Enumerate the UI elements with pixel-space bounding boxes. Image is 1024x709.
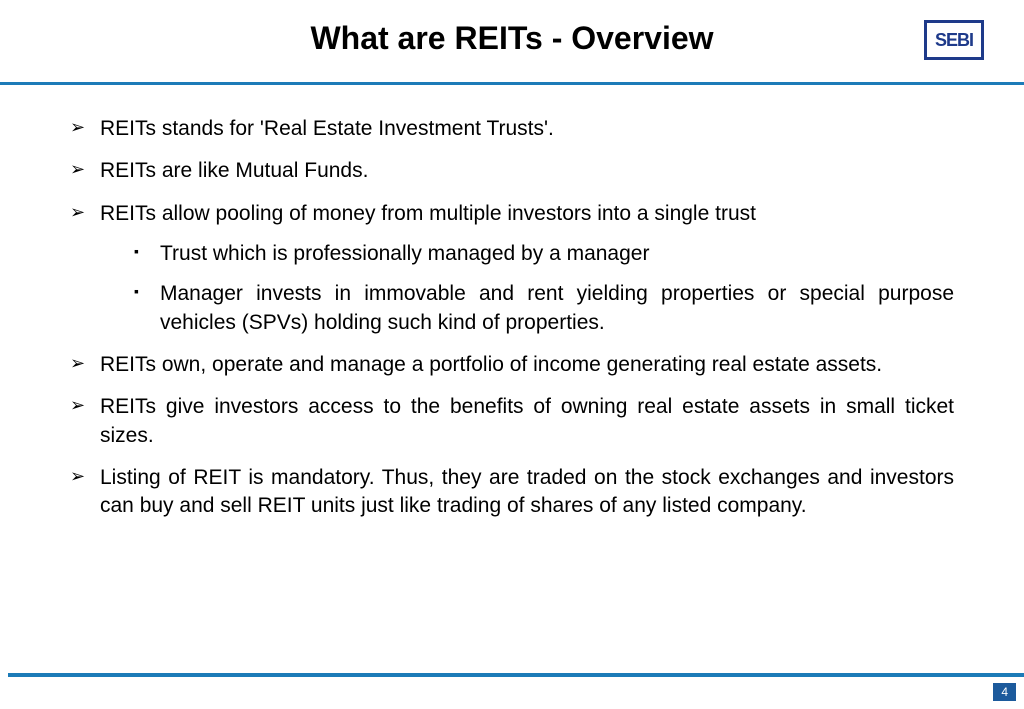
bullet-item: REITs allow pooling of money from multip… (70, 200, 954, 337)
sebi-logo: SEBI (924, 20, 984, 60)
logo-text: SEBI (935, 30, 973, 51)
bullet-text: Listing of REIT is mandatory. Thus, they… (100, 466, 954, 517)
slide-header: What are REITs - Overview SEBI (0, 0, 1024, 67)
bullet-item: REITs are like Mutual Funds. (70, 157, 954, 185)
bullet-text: REITs give investors access to the benef… (100, 395, 954, 446)
footer-divider (8, 673, 1024, 677)
sub-bullet-text: Manager invests in immovable and rent yi… (160, 282, 954, 333)
bullet-item: REITs own, operate and manage a portfoli… (70, 351, 954, 379)
slide-content: REITs stands for 'Real Estate Investment… (0, 85, 1024, 555)
page-number: 4 (993, 683, 1016, 701)
sub-bullet-item: Manager invests in immovable and rent yi… (100, 280, 954, 337)
bullet-text: REITs own, operate and manage a portfoli… (100, 353, 882, 376)
bullet-text: REITs stands for 'Real Estate Investment… (100, 117, 554, 140)
bullet-text: REITs allow pooling of money from multip… (100, 202, 756, 225)
main-bullet-list: REITs stands for 'Real Estate Investment… (70, 115, 954, 521)
sub-bullet-item: Trust which is professionally managed by… (100, 240, 954, 268)
sub-bullet-text: Trust which is professionally managed by… (160, 242, 649, 265)
bullet-item: Listing of REIT is mandatory. Thus, they… (70, 464, 954, 521)
sub-bullet-list: Trust which is professionally managed by… (100, 240, 954, 337)
bullet-item: REITs give investors access to the benef… (70, 393, 954, 450)
bullet-item: REITs stands for 'Real Estate Investment… (70, 115, 954, 143)
slide-title: What are REITs - Overview (310, 20, 713, 57)
bullet-text: REITs are like Mutual Funds. (100, 159, 368, 182)
